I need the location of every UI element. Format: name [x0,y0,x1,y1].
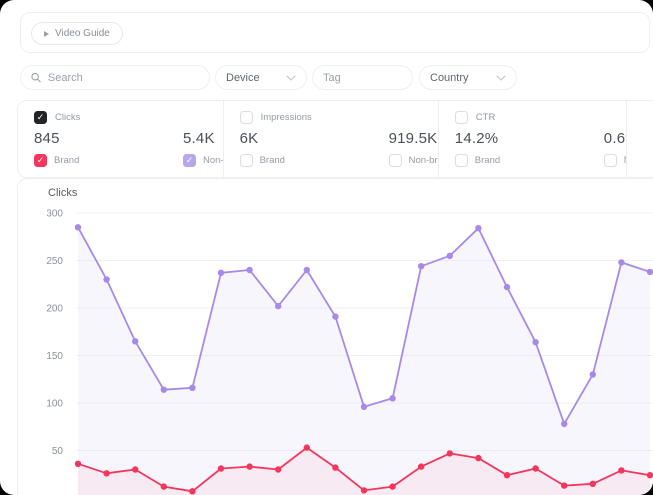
check-icon: ✓ [36,112,45,122]
metric-card-clicks: ✓ Clicks 845 5.4K ✓ Brand ✓ [18,101,223,177]
metric-label: CTR [475,112,496,123]
video-guide-button[interactable]: Video Guide [31,22,123,45]
non-brand-toggle[interactable]: ✓ Non-brand [183,154,223,167]
brand-checkbox[interactable] [454,154,468,167]
video-guide-label: Video Guide [55,28,110,39]
impressions-metric-checkbox[interactable] [239,111,253,124]
brand-label: Brand [474,155,501,166]
brand-value: 6K [239,130,259,147]
device-select-label: Device [226,71,260,84]
svg-text:150: 150 [46,351,63,362]
brand-label: Brand [54,155,80,166]
brand-value: 14.2% [454,130,499,147]
chevron-down-icon [286,74,296,81]
non-brand-label: Non-brand [408,155,438,166]
brand-toggle[interactable]: ✓ Brand [34,154,207,167]
clicks-chart-card: 300 250 200 150 100 50 Clicks [17,178,653,495]
check-icon: ✓ [36,155,45,165]
country-select-label: Country [430,71,469,84]
check-icon: ✓ [185,155,194,165]
tag-input[interactable] [323,71,402,84]
brand-checkbox[interactable]: ✓ [34,154,47,167]
non-brand-label: Non-brand [203,155,223,166]
search-icon [31,72,41,83]
clicks-metric-checkbox[interactable]: ✓ [34,111,47,124]
metric-card-ctr: CTR 14.2% 0.6% Brand Non-brand [437,101,626,177]
non-brand-checkbox[interactable]: ✓ [183,154,196,167]
non-brand-checkbox[interactable] [603,154,617,167]
clicks-chart-svg[interactable]: 300 250 200 150 100 50 [18,179,653,495]
svg-text:50: 50 [52,446,64,457]
non-brand-value: 919.5K [388,130,438,147]
metrics-row: ✓ Clicks 845 5.4K ✓ Brand ✓ [17,100,653,178]
brand-checkbox[interactable] [239,154,253,167]
brand-toggle[interactable]: Brand [239,154,422,167]
chevron-down-icon [496,74,506,81]
metric-label: Impressions [260,112,312,123]
play-icon [44,30,49,37]
svg-text:100: 100 [46,399,63,410]
search-input[interactable] [47,71,199,84]
non-brand-value: 0.6% [603,130,626,147]
non-brand-label: Non-brand [624,155,626,166]
metric-card-partial [626,101,653,177]
device-select[interactable]: Device [215,65,307,90]
svg-text:200: 200 [46,304,63,315]
svg-text:250: 250 [46,256,63,267]
non-brand-value: 5.4K [183,130,215,147]
non-brand-toggle[interactable]: Non-brand [388,154,438,167]
metric-card-impressions: Impressions 6K 919.5K Brand Non-brand [222,101,438,177]
non-brand-toggle[interactable]: Non-brand [603,154,626,167]
brand-label: Brand [259,155,285,166]
ctr-metric-checkbox[interactable] [454,111,468,124]
video-guide-container: Video Guide [20,12,650,53]
metric-label: Clicks [55,112,81,123]
country-select[interactable]: Country [419,65,517,90]
svg-text:300: 300 [46,209,63,220]
brand-value: 845 [34,130,60,147]
tag-input-box[interactable] [312,65,413,90]
search-box[interactable] [20,65,210,90]
brand-toggle[interactable]: Brand [454,154,610,167]
non-brand-checkbox[interactable] [388,154,402,167]
chart-title: Clicks [48,187,78,199]
